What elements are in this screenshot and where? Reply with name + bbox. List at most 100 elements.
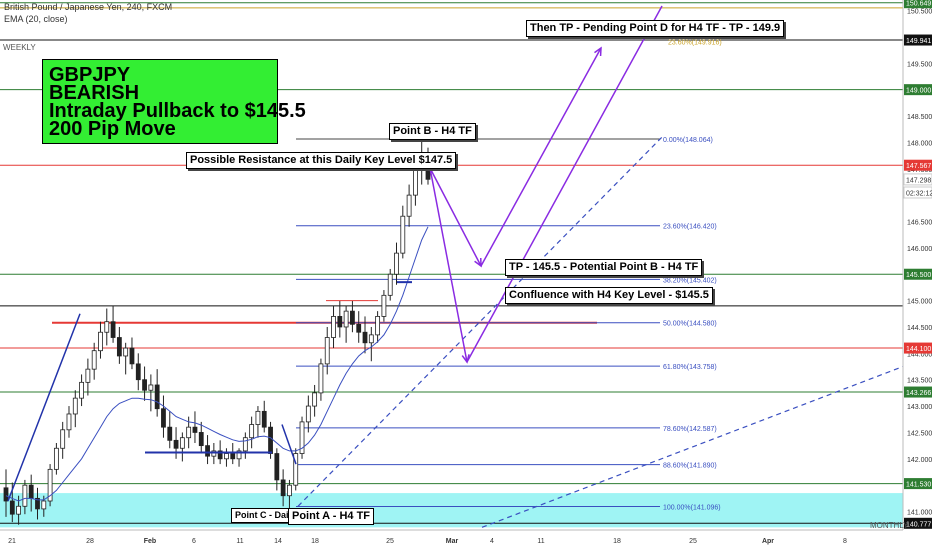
time-tick-label: 28 <box>86 538 94 545</box>
price-level-tag <box>904 159 932 171</box>
candle <box>22 484 28 507</box>
ema-indicator-label[interactable]: EMA (20, close) <box>4 14 68 24</box>
fib-level-label: 100.00%(141.096) <box>663 504 721 511</box>
candle <box>28 484 34 499</box>
candle <box>375 316 381 336</box>
price-level-tag <box>904 84 932 96</box>
price-level-tag-label: 140.777 <box>906 521 931 528</box>
candle <box>192 426 198 433</box>
candle <box>368 334 374 344</box>
candle <box>268 426 273 454</box>
candle <box>167 426 173 441</box>
projection-arrow-up-head <box>594 46 602 57</box>
price-level-tag-label: 144.100 <box>906 346 931 353</box>
candle <box>337 316 343 328</box>
candle <box>287 484 292 497</box>
candle <box>53 447 59 470</box>
candle <box>343 310 349 328</box>
candle <box>60 429 66 449</box>
time-tick-label: 6 <box>192 538 196 545</box>
price-level-tag-label: 145.500 <box>906 272 931 279</box>
time-tick-label: 18 <box>613 538 621 545</box>
candle <box>350 310 355 325</box>
price-level-tag-label: 147.298 <box>906 177 931 184</box>
price-tick-label: 148.000 <box>907 140 932 147</box>
time-tick-label: Feb <box>144 538 156 545</box>
price-tick-label: 142.500 <box>907 430 932 437</box>
candle <box>387 273 393 296</box>
candle <box>205 445 210 457</box>
candle <box>236 450 242 460</box>
time-tick-label: 4 <box>490 538 494 545</box>
price-tick-label: 142.000 <box>907 457 932 464</box>
candle <box>249 424 255 439</box>
candle <box>318 363 324 394</box>
time-tick-label: 8 <box>843 538 847 545</box>
time-tick-label: 11 <box>236 538 243 545</box>
candle <box>224 453 229 460</box>
price-tick-label: 143.000 <box>907 404 932 411</box>
price-tick-label: 146.000 <box>907 246 932 253</box>
candle <box>280 479 286 497</box>
price-level-tag <box>904 268 932 280</box>
price-tick-label: 146.500 <box>907 219 932 226</box>
candle <box>230 453 236 460</box>
candle <box>406 194 412 217</box>
price-level-tag-label: 149.941 <box>906 38 931 45</box>
candle <box>148 384 154 391</box>
price-tick-label: 141.000 <box>907 510 932 517</box>
tp-145-note: TP - 145.5 - Potential Point B - H4 TF <box>505 259 703 276</box>
candle <box>305 405 311 423</box>
price-level-tag <box>904 478 932 490</box>
banner-pips: 200 Pip Move <box>49 118 176 140</box>
tp-pending-note: Then TP - Pending Point D for H4 TF - TP… <box>526 20 785 37</box>
banner-setup: Intraday Pullback to $145.5 <box>49 100 306 122</box>
point-a-note: Point A - H4 TF <box>288 508 375 525</box>
fib-level-label: 88.60%(141.890) <box>663 463 717 470</box>
fib-level-label: 50.00%(144.580) <box>663 321 717 328</box>
price-level-tag <box>904 517 932 529</box>
symbol-title: British Pound / Japanese Yen, 240, FXCM <box>4 2 173 12</box>
candle <box>198 432 204 447</box>
candle <box>35 497 40 510</box>
support-zone <box>0 493 903 528</box>
fib-level-label: 0.00%(148.064) <box>663 137 713 144</box>
price-tick-label: 148.500 <box>907 114 932 121</box>
point-c-note: Point C - Daily <box>231 508 301 523</box>
price-level-tag <box>904 34 932 46</box>
time-tick-label: Mar <box>446 538 459 545</box>
time-tick-label: 14 <box>274 538 282 545</box>
projection-arrow-long <box>466 5 663 363</box>
candle <box>293 453 299 486</box>
bias-banner: GBPJPY BEARISH Intraday Pullback to $145… <box>42 59 306 144</box>
price-level-tag-label: 150.649 <box>906 1 931 8</box>
banner-symbol: GBPJPY <box>49 64 131 86</box>
candle <box>91 350 97 370</box>
candle <box>110 321 116 338</box>
candle <box>135 363 141 381</box>
price-level-tag <box>903 186 932 199</box>
candle <box>104 321 110 333</box>
time-tick-label: 18 <box>311 538 319 545</box>
projection-arrow-up <box>480 47 602 267</box>
candle <box>299 421 305 454</box>
price-level-tag-label: 147.567 <box>906 163 931 170</box>
candle <box>211 450 217 457</box>
fib-level-label: 38.20%(145.402) <box>663 277 717 284</box>
price-tick-label: 144.500 <box>907 325 932 332</box>
candle <box>72 397 78 415</box>
fib-level-label: 61.80%(143.758) <box>663 364 717 371</box>
price-tick-label: 143.500 <box>907 378 932 385</box>
price-level-tag-label: 143.266 <box>906 390 931 397</box>
time-tick-label: 21 <box>8 538 16 545</box>
weekly-timeframe-label: WEEKLY <box>3 43 36 52</box>
price-tick-label: 150.500 <box>907 9 932 16</box>
candle <box>312 392 318 407</box>
price-level-tag <box>903 173 932 186</box>
candle <box>3 487 9 502</box>
candle <box>242 437 248 452</box>
candle <box>79 381 84 399</box>
candle <box>324 337 330 365</box>
candle <box>154 384 160 410</box>
